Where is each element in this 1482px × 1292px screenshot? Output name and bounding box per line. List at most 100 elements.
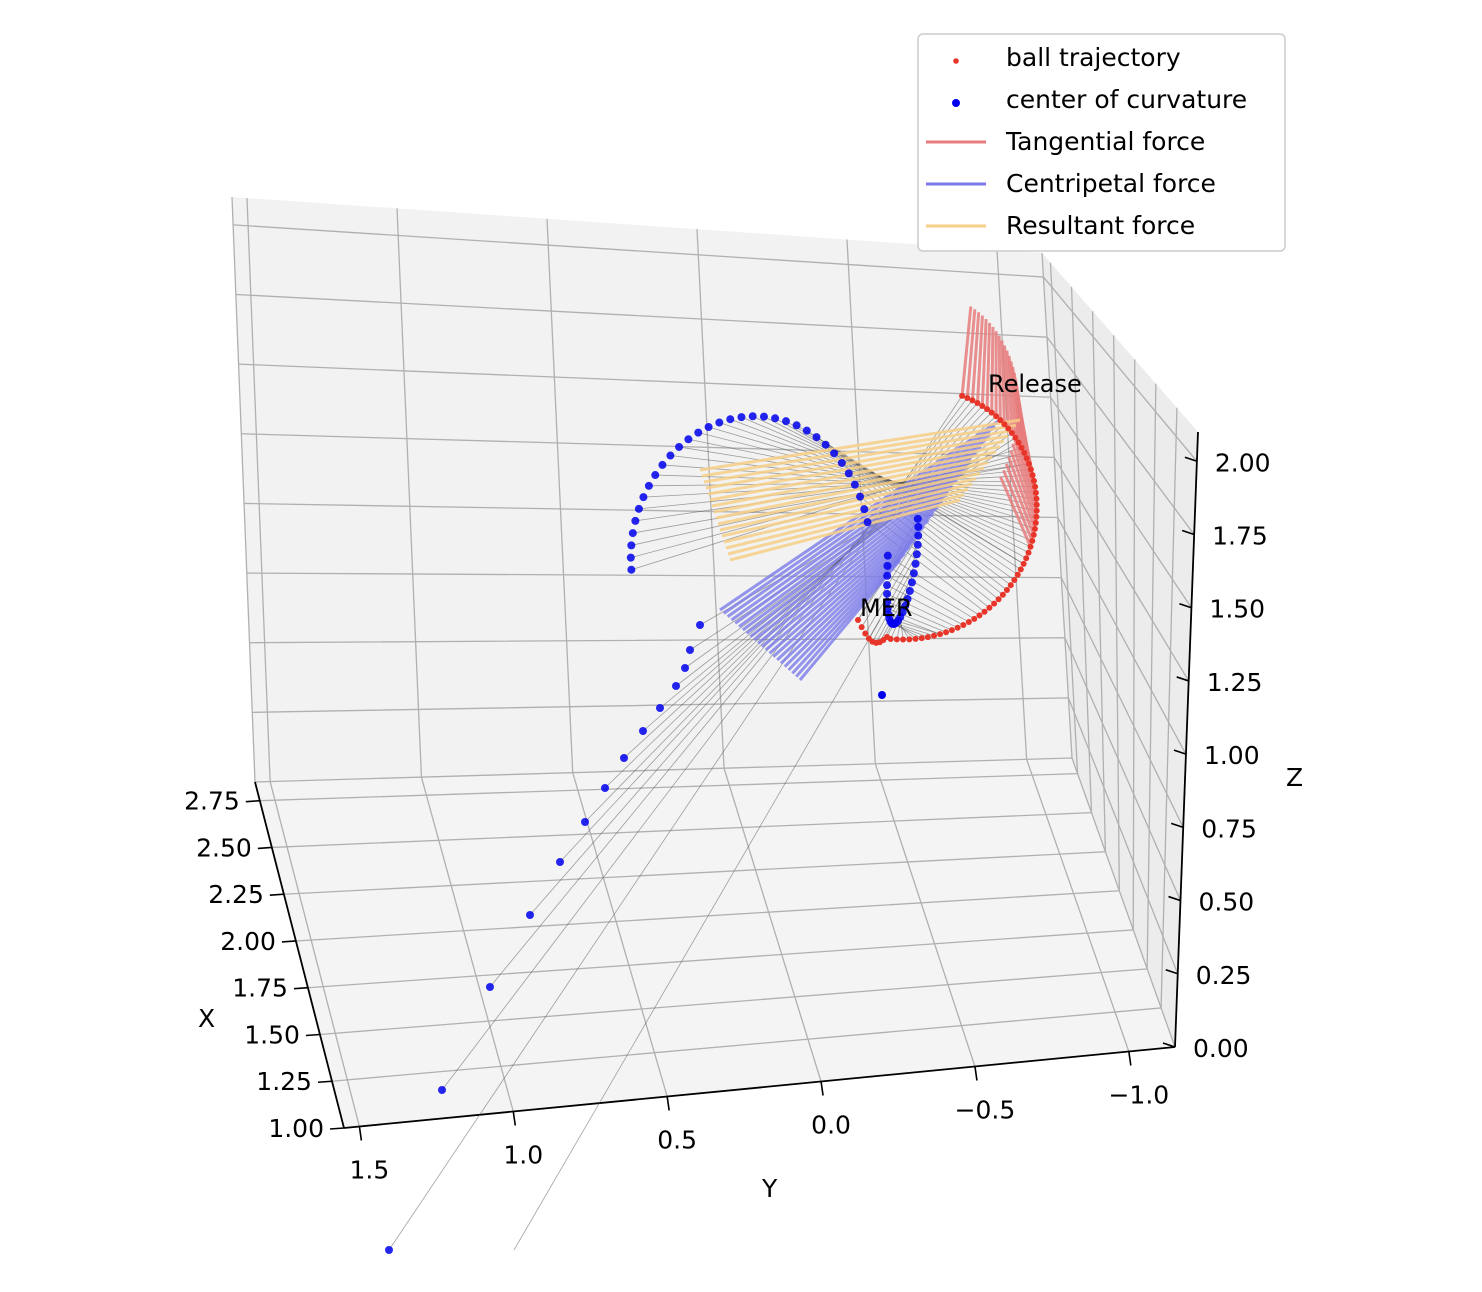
trajectory-point — [1030, 477, 1037, 484]
trajectory-point — [887, 635, 894, 642]
curvature-center-point — [830, 449, 839, 458]
curvature-center-point — [639, 727, 647, 735]
curvature-center-point — [883, 551, 892, 560]
y-tick-label: −1.0 — [1108, 1081, 1169, 1110]
x-tick-label: 2.50 — [196, 833, 252, 862]
pane-edge — [231, 196, 256, 783]
trajectory-point — [1032, 519, 1039, 526]
trajectory-point — [960, 621, 967, 628]
y-tick-label: 1.5 — [350, 1156, 390, 1185]
curvature-center-point — [850, 480, 859, 489]
curvature-center-point — [909, 569, 918, 578]
curvature-center-point — [626, 553, 635, 562]
curvature-center-point — [438, 1086, 446, 1094]
trajectory-point — [997, 417, 1004, 424]
trajectory-point — [855, 617, 861, 623]
curvature-center-point — [901, 602, 910, 611]
x-axis-label: X — [198, 1004, 215, 1033]
curvature-center-point — [672, 682, 680, 690]
connector-line — [861, 535, 919, 628]
curvature-center-point — [704, 423, 713, 432]
connector-line — [632, 463, 1029, 534]
connector-line — [688, 438, 1037, 512]
trajectory-point — [1027, 543, 1034, 550]
z-tick-mark — [1181, 529, 1195, 536]
curvature-center-point — [907, 578, 916, 587]
curvature-center-point — [903, 594, 912, 603]
x-tick-mark — [293, 986, 308, 990]
x-tick-label: 1.75 — [232, 974, 288, 1003]
connector-line — [887, 555, 980, 616]
curvature-center-point — [526, 911, 534, 919]
curvature-center-point — [912, 550, 921, 559]
legend-marker-center-of-curvature — [952, 99, 960, 107]
trajectory-point — [995, 596, 1002, 603]
curvature-center-point — [883, 604, 892, 613]
curvature-center-point — [634, 504, 643, 513]
curvature-center-point — [737, 413, 746, 422]
resultant-force-vector — [705, 434, 1009, 490]
connector-line — [864, 544, 919, 634]
curvature-center-point — [792, 421, 801, 430]
centripetal-force-vector — [753, 478, 959, 642]
legend: ball trajectory center of curvature Tang… — [917, 33, 1286, 252]
trajectory-point — [900, 636, 907, 643]
annotation-mer: MER — [860, 594, 913, 622]
trajectory-point — [1027, 466, 1034, 473]
curvature-center-point — [681, 664, 689, 672]
trajectory-point — [974, 400, 981, 407]
trajectory-point — [1001, 421, 1008, 428]
tangential-force-vector — [960, 306, 973, 397]
curvature-center-point — [883, 581, 892, 590]
connector-line — [670, 455, 1037, 500]
trajectory-point — [912, 635, 919, 642]
curvature-center-point — [878, 691, 886, 699]
y-tick-mark — [512, 1111, 517, 1126]
curvature-center-point — [771, 414, 780, 423]
trajectory-point — [906, 636, 913, 643]
force-vectors — [699, 306, 1039, 681]
connector-line — [887, 608, 947, 633]
y-tick-label: 0.5 — [657, 1126, 697, 1155]
back-pane — [232, 197, 1072, 782]
x-tick-mark — [257, 846, 272, 850]
connector-line — [763, 416, 1029, 553]
connector-line — [886, 584, 964, 626]
trajectory-point — [1015, 439, 1022, 446]
x-tick-mark — [329, 1127, 345, 1130]
connector-line — [887, 565, 975, 620]
right-pane — [1042, 253, 1198, 1047]
legend-label-resultant-force: Resultant force — [1006, 211, 1195, 240]
z-axis-label: Z — [1286, 763, 1303, 792]
curvature-center-point — [651, 471, 660, 480]
centripetal-force-vector — [730, 438, 987, 622]
tangential-force-vector — [980, 319, 988, 407]
x-tick-mark — [269, 893, 284, 897]
resultant-force-vector — [701, 423, 1017, 478]
y-tick-mark — [358, 1126, 363, 1141]
tangential-force-vector — [1012, 436, 1039, 512]
tangential-force-vector — [1004, 463, 1036, 536]
trajectory-point — [1023, 555, 1030, 562]
trajectory-point — [943, 629, 950, 636]
curvature-center-point — [666, 451, 675, 460]
resultant-force-vector — [703, 429, 1013, 484]
curvature-center-point — [883, 589, 892, 598]
trajectory-point — [862, 630, 869, 637]
curvature-center-point — [639, 493, 648, 502]
trajectory-point — [981, 608, 988, 615]
curvature-center-point — [914, 522, 923, 531]
x-tick-label: 2.25 — [208, 880, 264, 909]
z-tick-label: 0.00 — [1193, 1034, 1249, 1063]
trajectory-point — [1005, 425, 1012, 432]
trajectory-point — [931, 632, 938, 639]
z-tick-mark — [1168, 895, 1181, 902]
curvature-center-point — [486, 983, 494, 991]
curvature-center-point — [385, 1246, 393, 1254]
curvature-center-point — [837, 458, 846, 467]
trajectory-point — [948, 627, 955, 634]
trajectory-point — [986, 604, 993, 611]
data-points — [385, 392, 1040, 1254]
curvature-center-point — [883, 571, 892, 580]
